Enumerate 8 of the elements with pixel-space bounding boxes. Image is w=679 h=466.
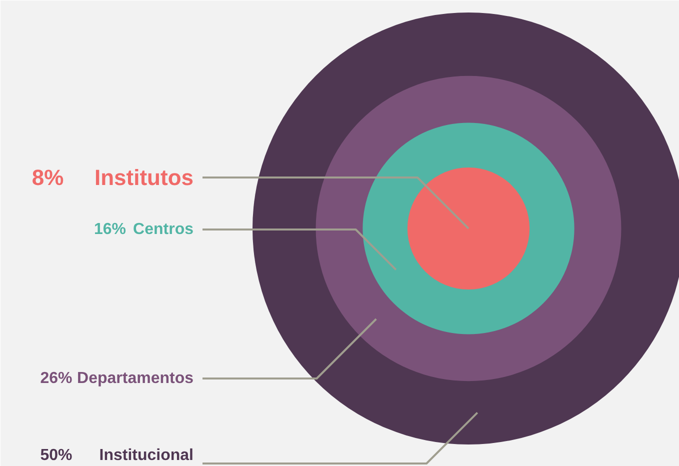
data-label: 16% [94, 221, 126, 238]
data-label: 50% [40, 447, 72, 464]
category-label: Institucional [99, 447, 194, 464]
data-label: 26% [40, 370, 72, 387]
category-label: Centros [133, 221, 194, 238]
category-label: Departamentos [77, 370, 194, 387]
data-label: 8% [32, 165, 64, 190]
category-label: Institutos [94, 165, 194, 190]
